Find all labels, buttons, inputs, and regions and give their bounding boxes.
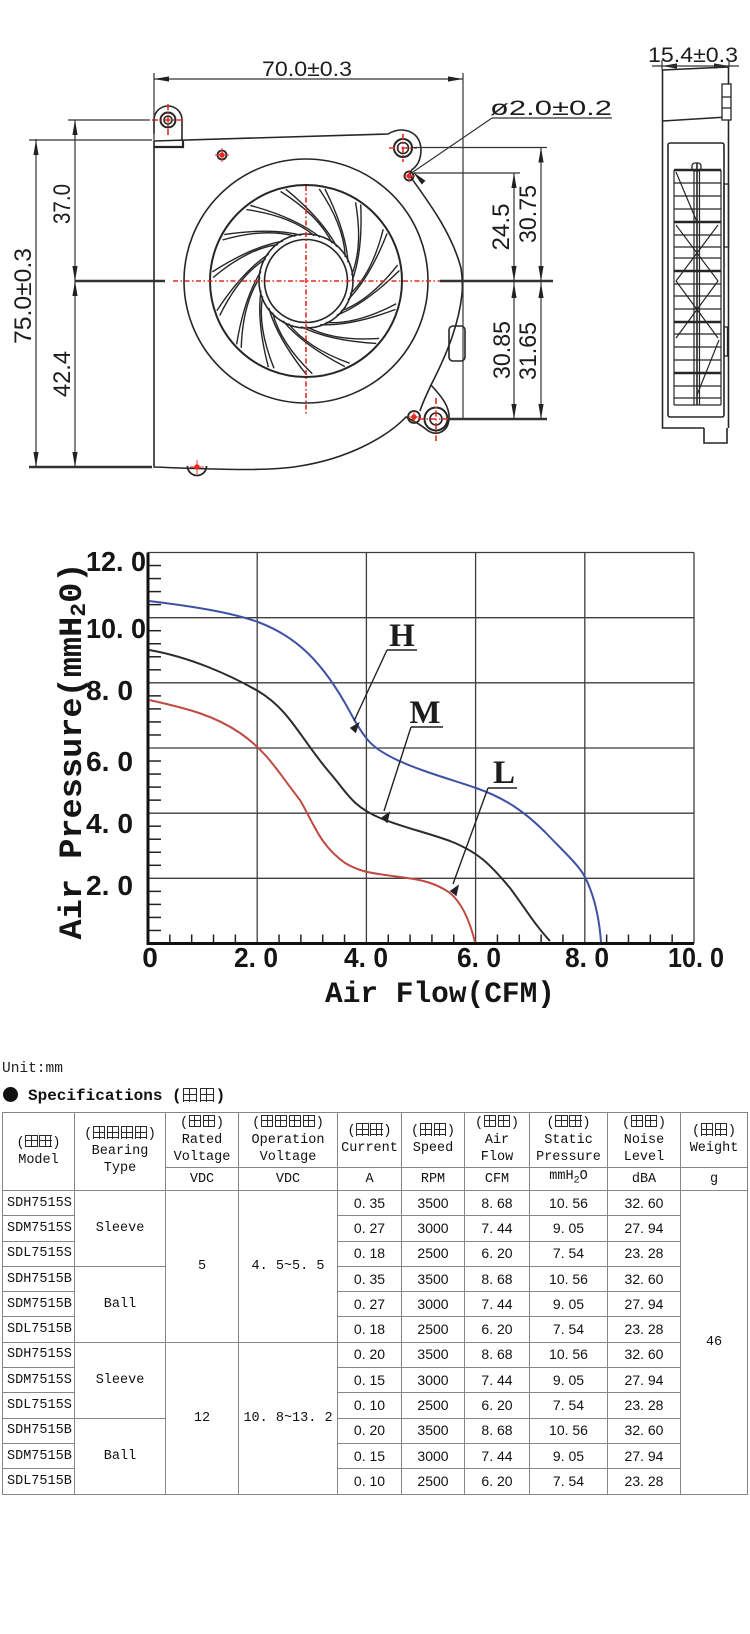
svg-text:30.85: 30.85 xyxy=(489,321,516,379)
svg-text:Air Flow(CFM): Air Flow(CFM) xyxy=(325,978,555,1012)
svg-text:8. 0: 8. 0 xyxy=(565,942,609,973)
svg-text:6. 0: 6. 0 xyxy=(86,746,133,777)
svg-text:12. 0: 12. 0 xyxy=(86,546,146,577)
svg-text:70.0±0.3: 70.0±0.3 xyxy=(262,58,352,81)
svg-text:6. 0: 6. 0 xyxy=(457,942,501,973)
svg-text:4. 0: 4. 0 xyxy=(86,808,133,839)
svg-text:8. 0: 8. 0 xyxy=(86,675,133,706)
svg-text:H: H xyxy=(389,618,415,654)
svg-text:2. 0: 2. 0 xyxy=(86,870,133,901)
svg-text:37.0: 37.0 xyxy=(49,184,76,224)
svg-text:15.4±0.3: 15.4±0.3 xyxy=(648,44,738,67)
svg-text:ø2.0±0.2: ø2.0±0.2 xyxy=(490,97,612,120)
svg-text:31.65: 31.65 xyxy=(515,322,542,380)
svg-text:M: M xyxy=(409,695,440,731)
svg-text:75.0±0.3: 75.0±0.3 xyxy=(10,248,37,344)
svg-text:10. 0: 10. 0 xyxy=(668,942,724,973)
svg-text:2. 0: 2. 0 xyxy=(234,942,278,973)
svg-text:0: 0 xyxy=(142,942,158,973)
svg-text:24.5: 24.5 xyxy=(488,204,515,251)
svg-text:L: L xyxy=(493,755,515,791)
svg-text:30.75: 30.75 xyxy=(515,185,542,243)
svg-text:10. 0: 10. 0 xyxy=(86,613,146,644)
svg-text:42.4: 42.4 xyxy=(49,351,76,397)
svg-text:Air Pressure(mmH20): Air Pressure(mmH20) xyxy=(54,563,92,940)
svg-text:4. 0: 4. 0 xyxy=(344,942,388,973)
